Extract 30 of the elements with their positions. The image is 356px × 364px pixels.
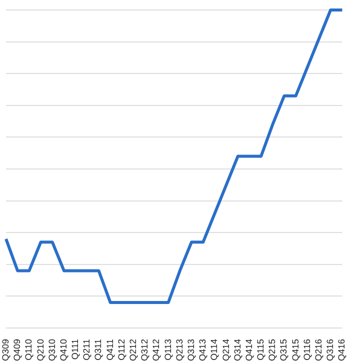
x-tick-label: Q410 bbox=[58, 338, 68, 362]
x-tick-label: Q112 bbox=[116, 338, 126, 360]
x-tick-label: Q309 bbox=[0, 338, 10, 362]
x-tick-label: Q110 bbox=[24, 338, 34, 360]
x-tick-label: Q216 bbox=[314, 338, 324, 362]
x-tick-label: Q212 bbox=[128, 338, 138, 362]
x-tick-label: Q315 bbox=[278, 338, 289, 362]
x-tick-label: Q412 bbox=[151, 338, 162, 362]
x-tick-label: Q111 bbox=[70, 338, 80, 360]
x-tick-label: Q413 bbox=[198, 338, 208, 362]
x-tick-label: Q409 bbox=[12, 338, 22, 362]
x-tick-label: Q415 bbox=[290, 338, 300, 362]
x-tick-label: Q214 bbox=[220, 338, 231, 362]
x-tick-label: Q114 bbox=[209, 338, 220, 360]
x-tick-label: Q215 bbox=[267, 338, 278, 362]
x-tick-label: Q314 bbox=[232, 338, 242, 362]
x-tick-label: Q211 bbox=[82, 338, 92, 360]
x-tick-label: Q115 bbox=[256, 338, 266, 360]
x-tick-label: Q411 bbox=[104, 338, 115, 360]
x-tick-label: Q312 bbox=[140, 338, 150, 362]
x-tick-label: Q316 bbox=[325, 338, 336, 362]
x-tick-label: Q313 bbox=[186, 338, 196, 362]
x-tick-label: Q414 bbox=[244, 338, 254, 362]
x-tick-label: Q311 bbox=[93, 338, 104, 360]
x-tick-label: Q210 bbox=[35, 338, 46, 362]
x-tick-label: Q213 bbox=[174, 338, 184, 362]
x-tick-label: Q310 bbox=[46, 338, 57, 362]
x-tick-label: Q113 bbox=[162, 338, 173, 360]
x-tick-label: Q116 bbox=[302, 338, 312, 360]
x-tick-label: Q416 bbox=[336, 338, 347, 362]
